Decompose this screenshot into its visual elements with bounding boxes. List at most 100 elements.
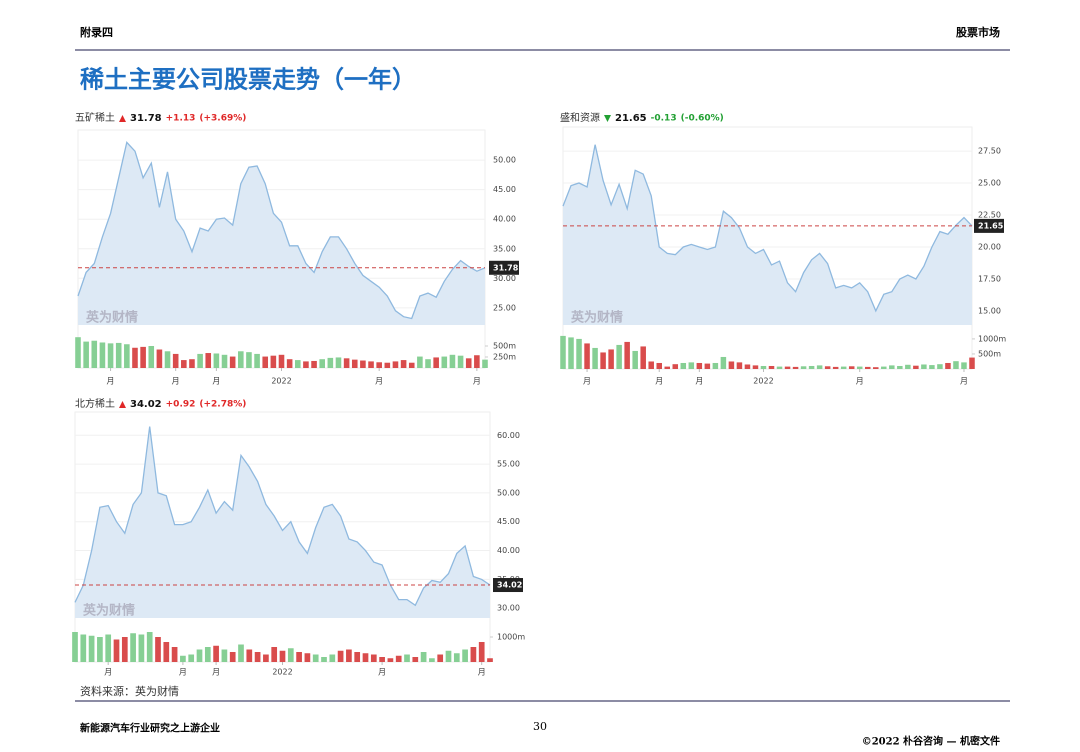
change-pct: (-0.60%) <box>681 114 724 124</box>
volume-bar <box>921 364 927 369</box>
volume-bar <box>457 355 464 368</box>
volume-bar <box>616 344 622 369</box>
change-pct: (+3.69%) <box>199 114 246 124</box>
volume-bar <box>600 352 606 369</box>
volume-bar <box>287 648 294 662</box>
volume-bar <box>80 634 87 662</box>
volume-bar <box>278 354 285 368</box>
header-right: 股票市场 <box>956 25 1000 39</box>
x-tick-label: 月 <box>960 377 968 386</box>
stock-name: 北方稀土 <box>75 397 115 410</box>
volume-bar <box>213 645 219 662</box>
y-tick-label: 25.00 <box>493 303 516 312</box>
volume-bar <box>171 647 178 662</box>
watermark: 英为财情 <box>570 310 623 326</box>
x-tick-label: 月 <box>375 377 383 386</box>
x-tick-label: 月 <box>856 377 864 386</box>
volume-bar <box>384 362 391 368</box>
volume-bar <box>229 356 236 368</box>
volume-bar <box>303 361 309 368</box>
volume-bar <box>776 366 783 369</box>
volume-bar <box>254 353 260 368</box>
volume-bar <box>395 655 402 662</box>
volume-bar <box>312 654 319 662</box>
volume-bar <box>441 356 448 368</box>
volume-bar <box>728 361 735 369</box>
source: 资料来源：英为财情 <box>80 684 179 698</box>
volume-bar <box>354 652 361 662</box>
price-line <box>562 144 973 313</box>
volume-tick-label: 500m <box>493 342 516 351</box>
volume-tick-label: 250m <box>493 353 516 362</box>
volume-bar <box>576 338 582 369</box>
volume-bar <box>417 356 423 368</box>
x-tick-label: 月 <box>695 377 703 386</box>
volume-bar <box>188 654 195 662</box>
volume-bar <box>343 358 350 368</box>
volume-bar <box>592 347 598 369</box>
volume-bar <box>800 366 807 369</box>
y-tick-label: 50.00 <box>493 156 516 165</box>
y-tick-label: 55.00 <box>497 460 520 469</box>
volume-bar <box>83 341 89 368</box>
volume-bar <box>329 654 336 662</box>
volume-bar <box>271 647 278 662</box>
volume-bar <box>148 346 155 368</box>
volume-bar <box>146 632 153 662</box>
y-tick-label: 27.50 <box>978 147 1001 156</box>
volume-bar <box>180 655 186 662</box>
volume-bar <box>568 337 574 369</box>
volume-bar <box>197 353 203 368</box>
volume-bar <box>286 359 293 368</box>
volume-bar <box>205 353 212 368</box>
volume-bar <box>608 349 614 369</box>
y-tick-label: 50.00 <box>497 488 520 497</box>
last-price-box <box>974 218 1004 233</box>
price-area <box>75 426 490 618</box>
volume-bar <box>664 366 671 369</box>
volume-bar <box>433 357 439 368</box>
volume-bar <box>680 362 687 369</box>
volume-bar <box>429 658 435 662</box>
volume-bar <box>840 366 847 369</box>
volume-bar <box>189 359 195 368</box>
volume-bar <box>792 366 799 369</box>
change-pct: (+2.78%) <box>199 400 246 410</box>
last-price-label: 34.02 <box>497 581 522 590</box>
y-tick-label: 30.00 <box>493 274 516 283</box>
volume-bar <box>584 343 590 369</box>
watermark: 英为财情 <box>85 310 138 326</box>
volume-bar <box>437 654 444 662</box>
volume-bar <box>140 346 146 368</box>
volume-bar <box>470 647 477 662</box>
last-price-box <box>493 578 523 593</box>
volume-bar <box>221 649 228 662</box>
x-tick-label: 月 <box>655 377 663 386</box>
volume-bar <box>279 650 286 662</box>
volume-bar <box>961 362 967 369</box>
volume-bar <box>462 649 468 662</box>
price-line <box>77 141 486 320</box>
volume-bar <box>824 366 831 369</box>
volume-bar <box>784 366 791 369</box>
volume-bar <box>351 359 358 368</box>
y-tick-label: 45.00 <box>493 185 516 194</box>
volume-bar <box>246 352 252 368</box>
volume-bar <box>113 639 120 662</box>
volume-bar <box>656 362 662 369</box>
volume-bar <box>487 658 493 662</box>
volume-bar <box>449 354 456 368</box>
stock-name: 五矿稀土 <box>75 111 115 124</box>
volume-bar <box>897 365 903 369</box>
y-tick-label: 17.50 <box>978 274 1001 283</box>
volume-bar <box>196 649 203 662</box>
stock-name: 盛和资源 <box>560 111 600 124</box>
volume-bar <box>246 649 253 662</box>
volume-bar <box>75 337 81 368</box>
x-tick-label: 月 <box>212 377 220 386</box>
volume-bar <box>929 365 935 369</box>
y-tick-label: 45.00 <box>497 517 520 526</box>
volume-bar <box>408 362 415 368</box>
y-tick-label: 35.00 <box>493 244 516 253</box>
